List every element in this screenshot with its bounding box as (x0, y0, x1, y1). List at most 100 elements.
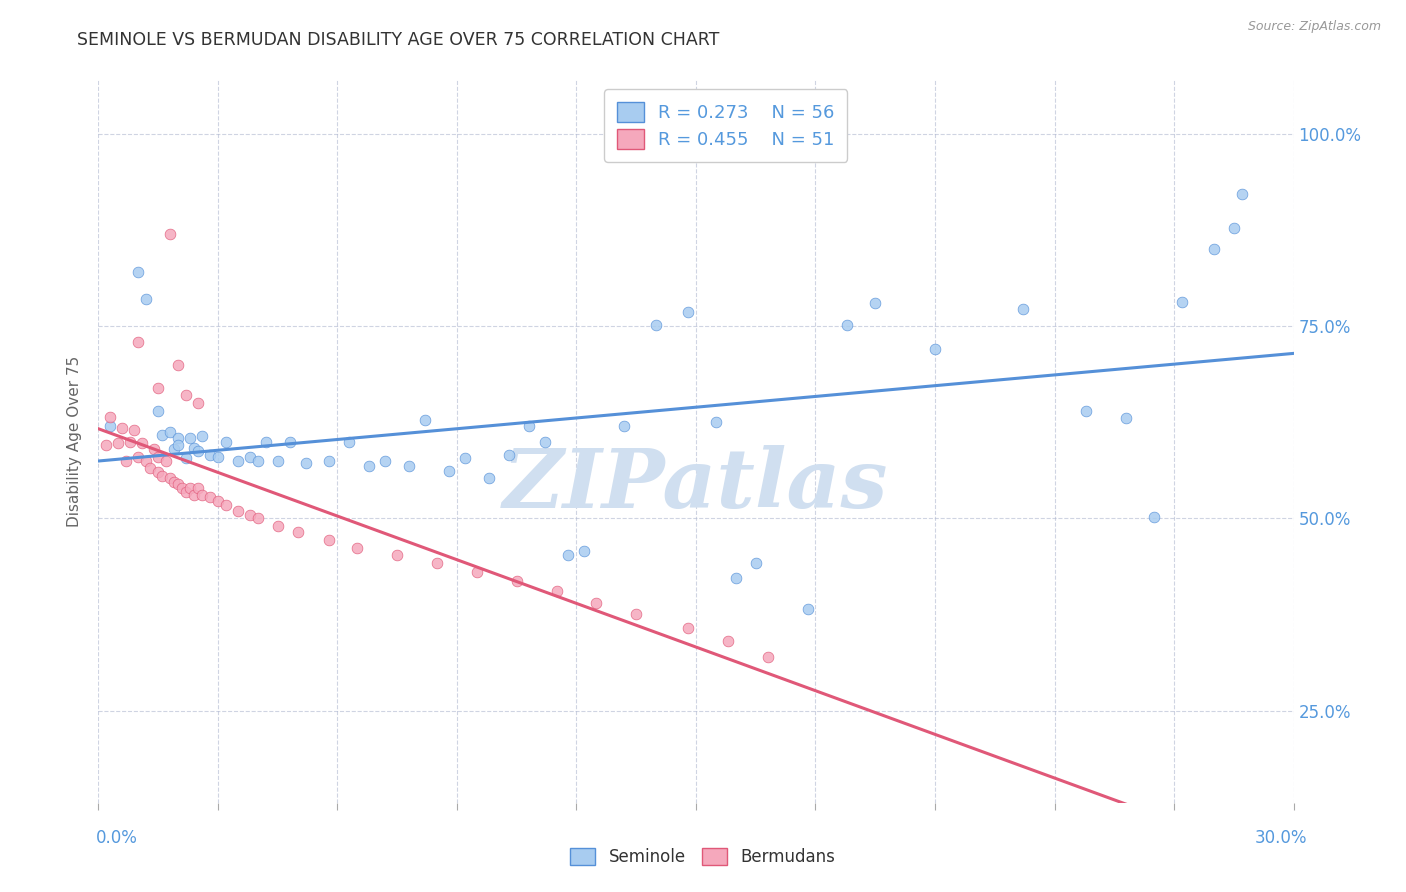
Point (437, 464, 460, 478)
Point (574, 543, 596, 558)
Point (339, 434, 361, 449)
Point (585, 596, 607, 610)
Point (745, 556, 768, 570)
Point (167, 476, 190, 491)
Point (865, 296, 887, 310)
Point (1076, 404, 1098, 418)
Point (127, 450, 149, 464)
Point (148, 381, 170, 395)
Point (96, 438, 118, 452)
Point (143, 442, 166, 457)
Point (148, 404, 170, 418)
Point (267, 454, 290, 468)
Point (183, 488, 205, 502)
Point (613, 419, 636, 434)
Point (191, 488, 214, 502)
Point (756, 649, 779, 664)
Point (155, 454, 177, 468)
Point (517, 419, 540, 434)
Text: Source: ZipAtlas.com: Source: ZipAtlas.com (1247, 20, 1381, 33)
Point (163, 475, 186, 489)
Point (318, 533, 340, 547)
Point (398, 459, 420, 474)
Point (676, 621, 699, 635)
Point (148, 465, 170, 479)
Point (167, 431, 190, 445)
Point (837, 318, 859, 332)
Point (626, 607, 648, 622)
Point (318, 454, 340, 468)
Point (215, 498, 238, 512)
Point (1223, 220, 1246, 235)
Point (465, 565, 488, 579)
Point (239, 450, 262, 464)
Point (1115, 411, 1137, 425)
Point (207, 494, 229, 508)
Point (294, 456, 316, 470)
Point (179, 431, 201, 445)
Point (676, 305, 699, 319)
Point (120, 434, 142, 449)
Point (267, 519, 290, 533)
Point (254, 434, 277, 449)
Point (426, 556, 449, 570)
Point (413, 413, 436, 427)
Point (557, 549, 579, 563)
Point (139, 461, 162, 475)
Point (359, 459, 381, 474)
Point (187, 443, 209, 458)
Point (148, 450, 170, 464)
Point (374, 454, 396, 468)
Legend: Seminole, Bermudans: Seminole, Bermudans (564, 841, 842, 873)
Point (198, 449, 221, 463)
Point (478, 470, 501, 484)
Point (150, 469, 173, 483)
Point (215, 434, 238, 449)
Point (107, 436, 129, 450)
Point (174, 484, 197, 499)
Point (174, 451, 197, 466)
Point (239, 508, 262, 522)
Point (717, 634, 740, 648)
Point (127, 334, 149, 349)
Point (135, 293, 157, 307)
Point (167, 358, 190, 372)
Point (150, 428, 173, 442)
Text: SEMINOLE VS BERMUDAN DISABILITY AGE OVER 75 CORRELATION CHART: SEMINOLE VS BERMUDAN DISABILITY AGE OVER… (77, 31, 720, 49)
Point (163, 442, 186, 457)
Point (98, 409, 122, 424)
Point (111, 420, 134, 434)
Point (131, 436, 153, 450)
Point (385, 549, 409, 563)
Point (1171, 294, 1194, 309)
Text: 30.0%: 30.0% (1256, 829, 1308, 847)
Point (724, 571, 747, 585)
Point (124, 423, 146, 437)
Point (796, 602, 818, 616)
Point (498, 449, 520, 463)
Point (924, 343, 946, 357)
Point (174, 388, 197, 402)
Point (454, 451, 477, 466)
Point (1230, 187, 1253, 202)
Point (172, 481, 194, 495)
Point (191, 429, 214, 443)
Point (179, 481, 201, 495)
Legend: R = 0.273    N = 56, R = 0.455    N = 51: R = 0.273 N = 56, R = 0.455 N = 51 (605, 89, 848, 161)
Point (533, 434, 555, 449)
Point (159, 471, 181, 485)
Point (167, 438, 190, 452)
Point (226, 454, 249, 468)
Point (159, 425, 181, 439)
Point (1143, 509, 1166, 524)
Point (115, 454, 138, 468)
Point (1202, 243, 1225, 257)
Point (98, 419, 122, 434)
Text: ZIPatlas: ZIPatlas (503, 445, 889, 524)
Point (198, 490, 221, 504)
Y-axis label: Disability Age Over 75: Disability Age Over 75 (67, 356, 83, 527)
Point (1011, 302, 1033, 317)
Point (506, 574, 529, 589)
Point (159, 227, 181, 241)
Point (183, 441, 205, 455)
